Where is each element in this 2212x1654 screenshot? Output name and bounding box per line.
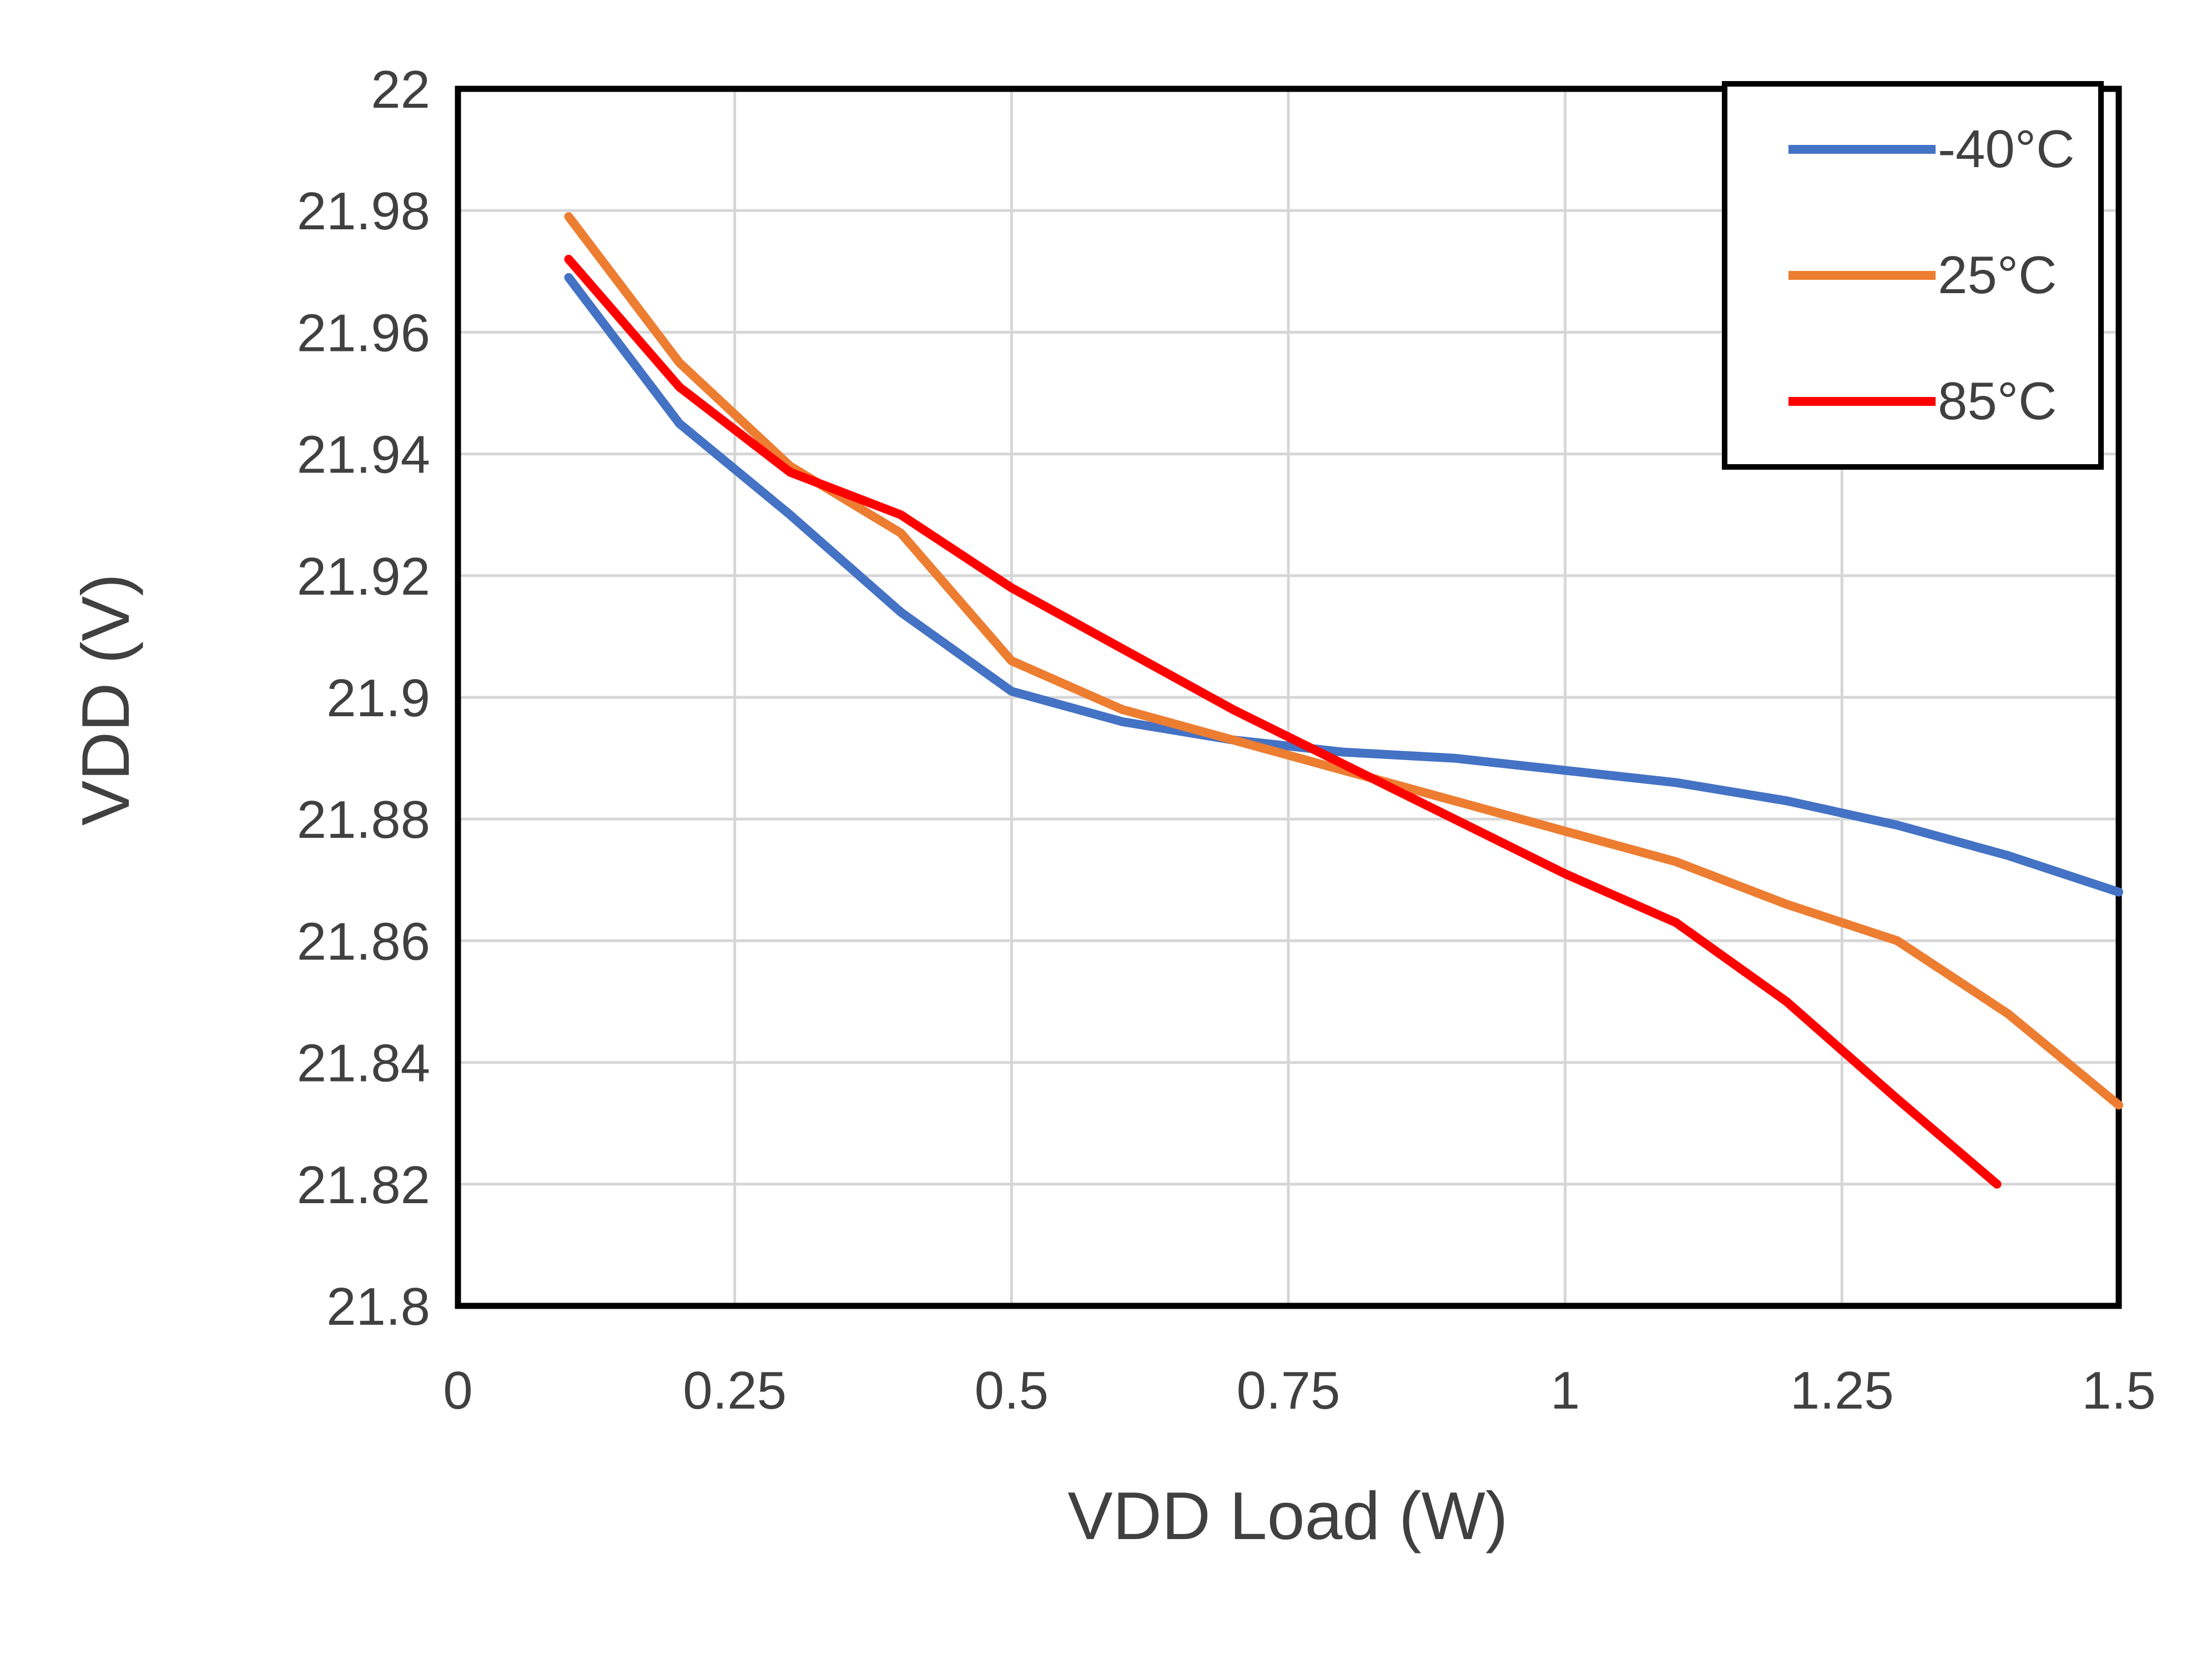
x-axis-title: VDD Load (W) (1067, 1478, 1508, 1554)
y-tick-label: 21.98 (297, 182, 430, 241)
y-tick-label: 21.86 (297, 912, 430, 971)
legend: -40°C 25°C 85°C (1722, 81, 2104, 470)
legend-entry: 85°C (1788, 371, 2098, 431)
legend-line-swatch-85c (1788, 396, 1936, 406)
y-tick-label: 21.9 (326, 668, 430, 728)
x-tick-label: 1.5 (2082, 1361, 2155, 1420)
legend-line-swatch-25c (1788, 270, 1936, 280)
x-tick-label: 0.5 (975, 1361, 1049, 1420)
legend-entry: -40°C (1788, 123, 2098, 176)
y-tick-label: 21.8 (326, 1277, 430, 1336)
legend-label: 25°C (1938, 245, 2057, 305)
y-tick-label: 21.94 (297, 425, 430, 485)
y-tick-label: 21.96 (297, 303, 430, 363)
legend-line-swatch-minus40c (1788, 145, 1936, 154)
y-tick-label: 21.84 (297, 1034, 430, 1093)
y-axis-title: VDD (V) (68, 573, 143, 826)
x-tick-label: 0.25 (683, 1361, 787, 1420)
y-tick-label: 22 (371, 60, 430, 119)
y-tick-label: 21.88 (297, 790, 430, 849)
y-tick-label: 21.82 (297, 1155, 430, 1215)
y-tick-label: 21.92 (297, 547, 430, 606)
x-tick-label: 0.75 (1237, 1361, 1341, 1420)
legend-label: -40°C (1938, 119, 2075, 179)
legend-label: 85°C (1938, 371, 2057, 431)
x-tick-label: 1.25 (1790, 1361, 1894, 1420)
x-tick-label: 1 (1550, 1361, 1580, 1420)
plot-border (455, 86, 2122, 1309)
series-line-85°C (564, 254, 2002, 1189)
series-line--40°C (564, 273, 2123, 897)
legend-entry: 25°C (1788, 245, 2098, 305)
x-tick-label: 0 (443, 1361, 472, 1420)
